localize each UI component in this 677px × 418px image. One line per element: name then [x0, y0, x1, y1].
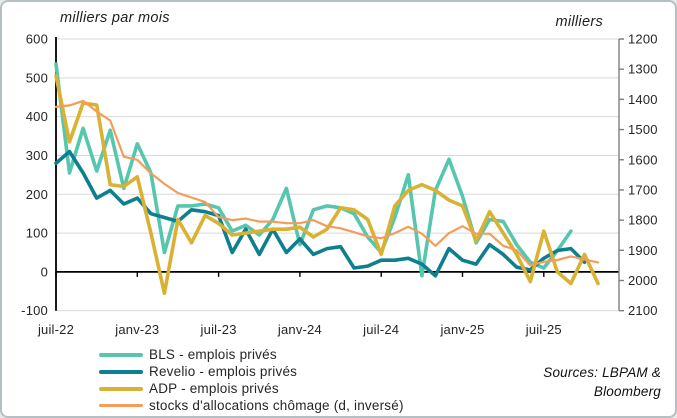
right-axis-title: milliers: [555, 14, 603, 30]
right-axis-tick-label: 1500: [628, 122, 658, 137]
right-axis-tick-label: 1600: [628, 152, 658, 167]
source-note-line2: Bloomberg: [593, 384, 661, 399]
x-axis-tick-label: juil-23: [200, 322, 237, 337]
legend-item: BLS - emplois privés: [99, 346, 404, 363]
series-line: [54, 62, 573, 278]
x-axis-tick-label: janv-25: [439, 322, 484, 337]
chart-legend: BLS - emplois privés Revelio - emplois pr…: [99, 346, 404, 414]
left-axis-tick-label: 500: [26, 70, 48, 85]
series-line: [54, 99, 600, 267]
right-axis-tick-label: 1400: [628, 92, 658, 107]
legend-item: ADP - emplois privés: [99, 380, 404, 397]
series-line: [54, 74, 600, 295]
left-axis-title: milliers par mois: [60, 10, 170, 26]
left-axis-tick-label: -100: [21, 303, 48, 318]
x-axis-tick-label: janv-24: [277, 322, 322, 337]
left-axis-tick-label: 0: [41, 264, 48, 279]
right-axis-tick-label: 2000: [628, 273, 658, 288]
legend-item-label: BLS - emplois privés: [149, 347, 277, 362]
source-note-line1: Sources: LBPAM &: [543, 365, 661, 380]
left-axis-tick-label: 100: [26, 226, 48, 241]
x-axis-tick-label: juil-22: [37, 322, 74, 337]
left-axis-tick-label: 300: [26, 148, 48, 163]
legend-item-label: ADP - emplois privés: [149, 381, 279, 396]
right-axis-tick-label: 1800: [628, 213, 658, 228]
series-line: [54, 149, 587, 278]
legend-line-swatch: [99, 369, 143, 374]
legend-item: stocks d'allocations chômage (d, inversé…: [99, 397, 404, 414]
right-axis-tick-label: 1200: [628, 32, 658, 47]
x-axis-tick-label: janv-23: [114, 322, 159, 337]
left-axis-tick-label: 200: [26, 187, 48, 202]
right-axis-tick-label: 1900: [628, 243, 658, 258]
legend-line-swatch: [99, 386, 143, 391]
legend-line-swatch: [99, 352, 143, 357]
left-axis-tick-label: 400: [26, 109, 48, 124]
x-axis-tick-label: juil-25: [525, 322, 562, 337]
right-axis-tick-label: 1700: [628, 182, 658, 197]
x-axis-tick-label: juil-24: [362, 322, 399, 337]
source-note: Sources: LBPAM & Bloomberg: [543, 363, 661, 401]
left-axis-tick-label: 600: [26, 32, 48, 47]
legend-line-swatch: [99, 404, 143, 407]
legend-item-label: Revelio - emplois privés: [149, 364, 298, 379]
legend-item: Revelio - emplois privés: [99, 363, 404, 380]
legend-item-label: stocks d'allocations chômage (d, inversé…: [149, 398, 404, 413]
right-axis-tick-label: 1300: [628, 62, 658, 77]
right-axis-tick-label: 2100: [628, 303, 658, 318]
